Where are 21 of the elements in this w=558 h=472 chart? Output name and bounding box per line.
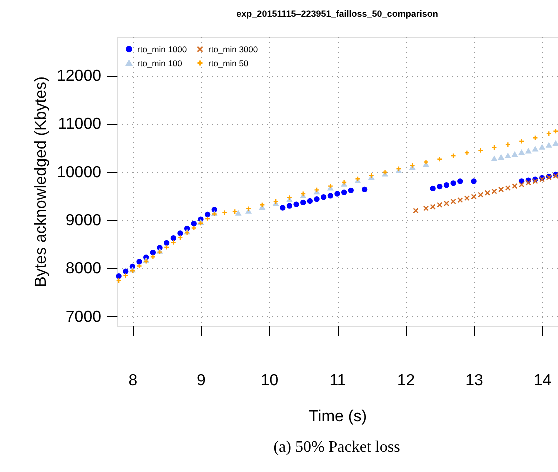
x-tick-label: 11 xyxy=(330,372,346,390)
x-axis-title: Time (s) xyxy=(308,408,368,426)
y-tick-label: 12000 xyxy=(57,68,102,86)
x-tick-label: 12 xyxy=(397,372,416,390)
legend-label: rto_min 1000 xyxy=(138,44,188,54)
y-tick-label: 7000 xyxy=(66,308,102,326)
y-axis-title: Bytes acknowledged (Kbytes) xyxy=(33,76,50,288)
x-tick-label: 13 xyxy=(466,372,484,390)
text: (a) 50% Packet loss xyxy=(274,439,400,456)
legend-label: rto_min 3000 xyxy=(208,44,258,54)
legend-label: rto_min 50 xyxy=(208,58,249,68)
chart-title: exp_20151115–223951_failloss_50_comparison xyxy=(236,9,438,19)
legend-label: rto_min 100 xyxy=(138,58,183,68)
x-tick-label: 9 xyxy=(197,372,206,390)
x-tick-label: 8 xyxy=(128,372,138,390)
y-tick-label: 11000 xyxy=(58,116,102,134)
y-tick-label: 8000 xyxy=(66,260,102,278)
x-tick-label: 14 xyxy=(534,372,552,390)
y-tick-label: 9000 xyxy=(66,212,102,230)
x-tick-label: 10 xyxy=(260,372,279,390)
y-tick-label: 10000 xyxy=(57,164,102,182)
